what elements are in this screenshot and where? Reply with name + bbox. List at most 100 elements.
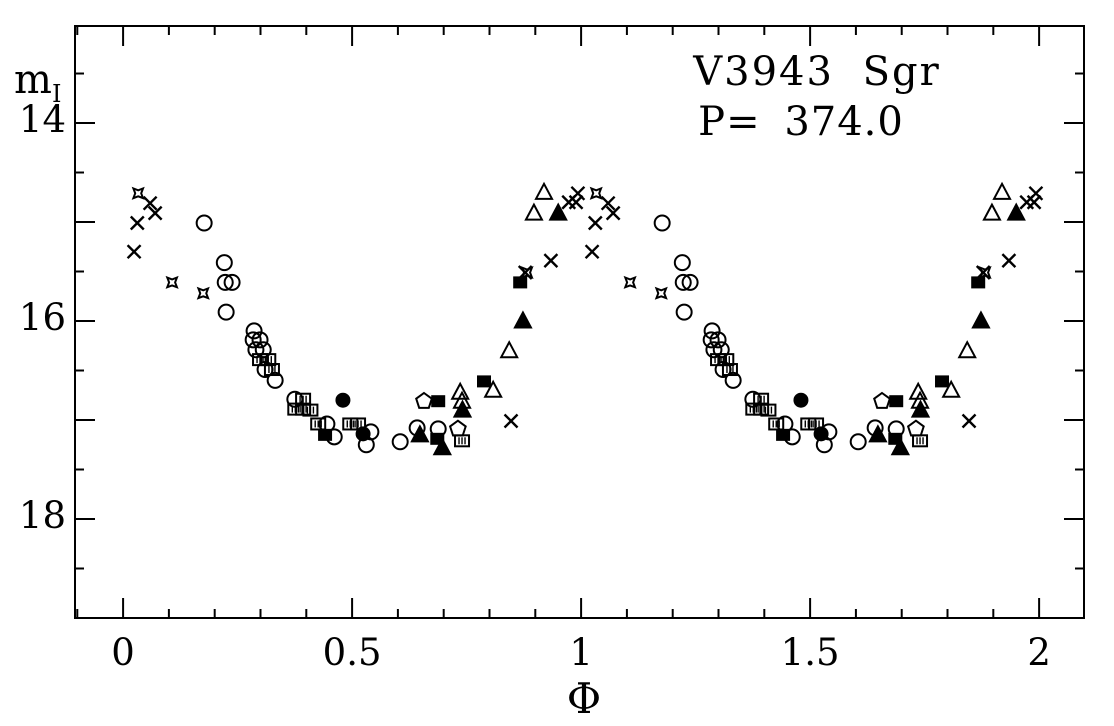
- marker-open-circle: [675, 303, 693, 321]
- marker-filled-triangle: [410, 424, 430, 443]
- marker-filled-square: [776, 428, 791, 441]
- marker-filled-triangle: [868, 424, 888, 443]
- marker-open-circle: [673, 254, 691, 272]
- marker-open-circle: [244, 331, 262, 349]
- marker-filled-triangle: [971, 310, 991, 329]
- marker-four-point-star: [978, 265, 992, 280]
- marker-open-triangle: [483, 379, 503, 398]
- y-tick-label: 16: [18, 296, 66, 339]
- marker-open-circle: [709, 331, 727, 349]
- marker-open-circle: [245, 322, 263, 340]
- marker-cross: [605, 205, 621, 221]
- marker-cross: [503, 413, 519, 429]
- marker-filled-square: [935, 375, 950, 388]
- marker-four-point-star: [623, 275, 637, 289]
- marker-hatched-square: [260, 353, 277, 367]
- marker-hatched-square: [710, 353, 727, 367]
- marker-hatched-square: [718, 353, 735, 367]
- star-name-title: V3943 Sgr: [693, 49, 941, 95]
- marker-open-circle: [674, 273, 692, 291]
- marker-hatched-square: [721, 363, 738, 377]
- marker-open-circle: [849, 433, 867, 451]
- marker-cross: [587, 215, 603, 231]
- marker-filled-square: [971, 276, 986, 289]
- marker-open-circle: [247, 341, 265, 359]
- marker-cross: [543, 253, 559, 268]
- marker-hatched-square: [310, 417, 327, 431]
- marker-cross: [126, 244, 142, 260]
- x-tick-label: 2: [1027, 631, 1051, 674]
- marker-four-point-star: [131, 186, 145, 200]
- y-axis-label-main: m: [14, 57, 52, 103]
- marker-open-circle: [391, 433, 409, 451]
- marker-four-point-star: [165, 275, 179, 289]
- marker-cross: [568, 194, 584, 210]
- x-tick-label: 0.5: [322, 631, 382, 674]
- marker-open-circle: [217, 303, 235, 321]
- marker-open-triangle: [908, 381, 928, 400]
- y-axis-label-subscript: I: [51, 80, 62, 108]
- marker-filled-square: [431, 395, 446, 408]
- marker-filled-triangle: [910, 399, 931, 418]
- marker-cross: [147, 205, 163, 221]
- marker-cross: [1026, 194, 1042, 210]
- y-tick-label: 14: [18, 98, 66, 142]
- marker-open-circle: [681, 273, 699, 291]
- marker-hatched-square: [350, 417, 367, 431]
- marker-filled-square: [513, 276, 528, 289]
- marker-filled-circle: [335, 392, 351, 408]
- marker-cross: [584, 244, 600, 260]
- marker-cross: [570, 185, 586, 201]
- marker-hatched-square: [768, 417, 785, 431]
- marker-cross: [961, 413, 977, 429]
- marker-four-point-star: [589, 186, 603, 200]
- marker-four-point-star: [654, 286, 668, 300]
- marker-open-circle: [653, 214, 671, 232]
- marker-cross: [600, 195, 616, 211]
- marker-open-triangle: [957, 340, 977, 359]
- marker-open-triangle: [499, 340, 519, 359]
- marker-filled-square: [430, 432, 445, 445]
- marker-filled-triangle: [1006, 202, 1026, 221]
- marker-filled-square: [888, 432, 903, 445]
- marker-filled-triangle: [548, 202, 568, 221]
- marker-open-triangle: [982, 202, 1002, 221]
- period-title: P= 374.0: [698, 99, 904, 145]
- marker-open-triangle: [524, 202, 544, 221]
- y-axis-label: mI: [14, 60, 61, 106]
- marker-filled-circle: [793, 392, 809, 408]
- marker-cross: [142, 195, 158, 211]
- marker-cross: [1028, 185, 1044, 201]
- marker-hatched-square: [302, 403, 319, 417]
- marker-open-circle: [216, 273, 234, 291]
- marker-four-point-star: [196, 286, 210, 300]
- marker-filled-triangle: [890, 437, 911, 456]
- marker-open-circle: [703, 322, 721, 340]
- marker-filled-square: [889, 395, 904, 408]
- marker-filled-triangle: [452, 399, 473, 418]
- x-tick-label: 1: [569, 631, 593, 674]
- marker-open-triangle: [992, 181, 1012, 200]
- x-tick-label: 1.5: [780, 631, 840, 674]
- marker-hatched-square: [263, 363, 280, 377]
- marker-four-point-star: [520, 265, 534, 280]
- marker-hatched-square: [760, 403, 777, 417]
- marker-filled-square: [318, 428, 333, 441]
- x-tick-label: 0: [111, 631, 135, 674]
- marker-hatched-square: [252, 353, 269, 367]
- marker-cross: [129, 215, 145, 231]
- marker-cross: [1001, 253, 1017, 268]
- marker-open-circle: [705, 341, 723, 359]
- y-tick-label: 18: [18, 494, 66, 537]
- marker-open-circle: [702, 331, 720, 349]
- marker-open-circle: [195, 214, 213, 232]
- marker-filled-triangle: [432, 437, 452, 456]
- marker-hatched-square: [808, 417, 825, 431]
- marker-open-pentagon: [448, 419, 467, 437]
- marker-open-triangle: [941, 379, 961, 398]
- marker-filled-triangle: [513, 310, 533, 329]
- marker-open-pentagon: [873, 391, 891, 409]
- marker-open-triangle: [450, 381, 470, 400]
